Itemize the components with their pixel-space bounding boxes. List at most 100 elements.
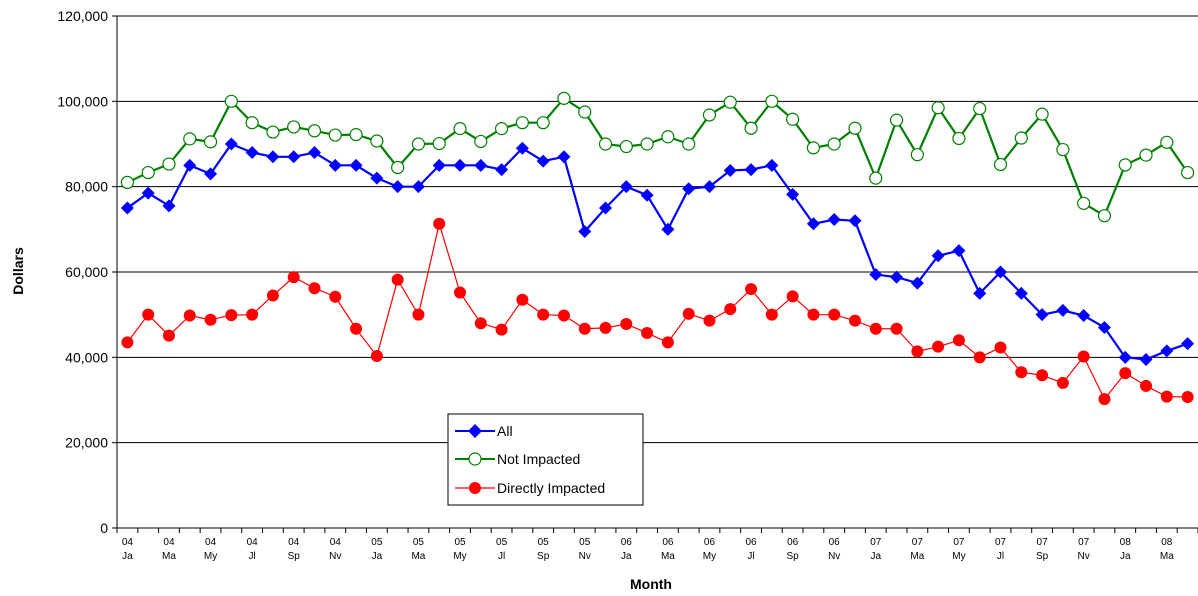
x-tick-label-year: 07 [995,537,1007,548]
data-point [557,309,570,322]
data-point [1056,142,1070,157]
x-tick-label-year: 05 [413,537,425,548]
x-tick-label-month: Sp [787,551,800,562]
data-point [329,290,342,303]
data-point [432,158,446,172]
x-tick-label-month: Sp [537,551,550,562]
x-tick-label-month: Ma [661,551,675,562]
data-point [120,175,134,189]
data-point [245,116,259,130]
data-point [141,165,155,180]
data-point [536,154,550,168]
x-tick-label-month: Ja [122,551,133,562]
data-point [578,322,591,335]
data-point [890,270,904,284]
data-point [952,131,966,146]
data-point [350,322,363,335]
data-point [806,217,820,231]
data-point [786,112,800,126]
legend-item-directly-impacted: Directly Impacted [455,480,605,496]
data-point [807,308,820,321]
data-point [370,350,383,363]
data-point [1097,209,1112,223]
data-point [578,224,592,238]
data-point [474,158,488,172]
data-point [910,276,924,290]
x-tick-label-year: 04 [288,537,300,548]
data-point [349,128,363,142]
data-point [578,105,592,119]
x-tick-label-year: 07 [1037,537,1049,548]
data-point [1139,352,1153,366]
x-tick-label-month: Ma [910,551,924,562]
data-point [848,121,862,135]
data-point [682,307,695,320]
series-directly-impacted [121,217,1194,406]
y-tick-label: 120,000 [57,8,108,24]
x-tick-label-year: 04 [330,537,342,548]
data-point [536,116,550,130]
data-point [744,163,758,177]
data-point [828,308,841,321]
series-line-all [126,142,1188,361]
x-tick-label-month: Nv [579,551,591,562]
x-tick-label-year: 07 [953,537,965,548]
legend-marker-all [468,424,482,438]
x-axis-ticks: 04 Ja 04 Ma 04 My 04 Jl 04 Sp 04 Nv 05 Ja 05 Ma 05 My 05 Jl… [116,528,1198,562]
data-point [432,136,446,151]
data-point [246,308,259,321]
data-point [765,94,779,108]
data-point [453,122,467,136]
x-tick-label-month: Ma [1160,551,1174,562]
data-point [1097,320,1111,334]
x-axis-title: Month [630,576,672,592]
data-point [245,146,259,160]
data-point [203,135,218,149]
data-point [641,327,654,340]
data-point [328,158,342,172]
data-point [993,157,1008,172]
series-not-impacted [120,91,1195,223]
data-point [142,308,155,321]
data-point [328,128,342,142]
data-point [702,108,717,122]
data-point [1139,148,1153,162]
legend-label-all: All [497,423,513,439]
data-point [495,323,508,336]
data-point [599,201,613,215]
data-point [827,137,841,151]
x-tick-label-month: Nv [1078,551,1090,562]
x-tick-label-year: 08 [1120,537,1132,548]
x-tick-label-month: My [453,551,466,562]
data-point [411,180,425,194]
x-tick-label-year: 07 [870,537,882,548]
data-point [287,271,300,284]
data-point [1036,369,1049,382]
data-point [370,171,384,185]
data-point [349,158,363,172]
data-point [120,201,134,215]
legend-label-not-impacted: Not Impacted [497,451,580,467]
data-point [682,182,696,196]
data-point [890,322,903,335]
y-axis-ticks: 0 20,000 40,000 60,000 80,000 100,000 120,000 [57,8,117,536]
data-point [1140,379,1153,392]
data-point [494,122,509,136]
data-point [1056,303,1070,317]
data-point [952,334,965,347]
data-point [515,116,529,130]
x-tick-label-month: Ja [621,551,632,562]
data-point [661,130,675,144]
data-point [973,286,987,300]
x-tick-label-month: Jl [997,551,1004,562]
data-point [1181,337,1195,351]
data-point [848,314,861,327]
data-point [307,124,322,138]
data-point [1077,309,1091,323]
x-tick-label-year: 08 [1161,537,1173,548]
data-point [994,341,1007,354]
data-point [391,273,404,286]
x-tick-label-year: 04 [205,537,217,548]
x-tick-label-year: 07 [1078,537,1090,548]
data-point [224,137,238,151]
